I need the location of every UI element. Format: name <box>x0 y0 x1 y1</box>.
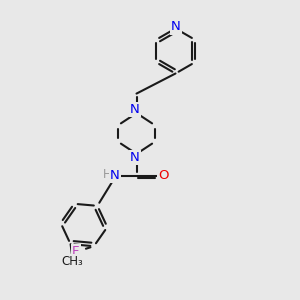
Text: O: O <box>158 169 169 182</box>
Text: N: N <box>130 151 140 164</box>
Text: H: H <box>103 168 112 181</box>
Text: N: N <box>110 169 119 182</box>
Text: F: F <box>72 245 80 258</box>
Text: N: N <box>130 103 140 116</box>
Text: N: N <box>171 20 181 34</box>
Text: CH₃: CH₃ <box>61 255 83 268</box>
